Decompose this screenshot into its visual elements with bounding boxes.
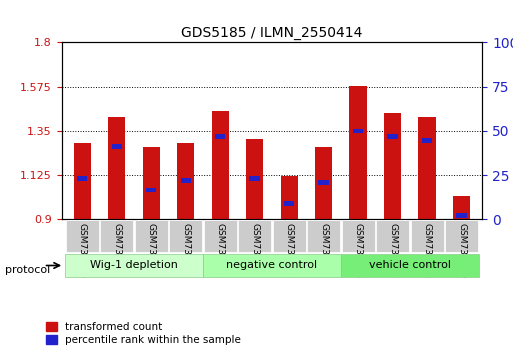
Bar <box>315 147 332 219</box>
FancyBboxPatch shape <box>203 254 341 277</box>
Bar <box>387 135 398 139</box>
FancyBboxPatch shape <box>341 254 479 277</box>
Text: GSM737539: GSM737539 <box>457 223 466 278</box>
Text: vehicle control: vehicle control <box>369 261 451 270</box>
Text: GSM737540: GSM737540 <box>78 223 87 278</box>
FancyBboxPatch shape <box>445 220 478 252</box>
Bar <box>215 135 225 139</box>
Bar <box>111 144 122 149</box>
FancyBboxPatch shape <box>307 220 340 252</box>
FancyBboxPatch shape <box>238 220 271 252</box>
Bar <box>384 113 401 219</box>
Text: Wig-1 depletion: Wig-1 depletion <box>90 261 178 270</box>
Bar <box>419 117 436 219</box>
Text: GSM737542: GSM737542 <box>147 223 156 278</box>
Bar <box>281 176 298 219</box>
FancyBboxPatch shape <box>376 220 409 252</box>
Bar <box>181 178 191 183</box>
Bar <box>211 111 229 219</box>
Text: GSM737546: GSM737546 <box>285 223 293 278</box>
Bar <box>74 143 91 219</box>
Text: GSM737538: GSM737538 <box>423 223 431 278</box>
Text: GSM737541: GSM737541 <box>112 223 121 278</box>
Bar <box>246 139 263 219</box>
Title: GDS5185 / ILMN_2550414: GDS5185 / ILMN_2550414 <box>181 26 363 40</box>
Text: GSM737543: GSM737543 <box>181 223 190 278</box>
Text: GSM737545: GSM737545 <box>250 223 259 278</box>
FancyBboxPatch shape <box>134 220 168 252</box>
Bar <box>353 129 363 133</box>
FancyBboxPatch shape <box>204 220 236 252</box>
Bar <box>457 213 467 218</box>
Bar <box>453 196 470 219</box>
FancyBboxPatch shape <box>65 254 203 277</box>
Bar <box>249 176 260 181</box>
Legend: transformed count, percentile rank within the sample: transformed count, percentile rank withi… <box>46 322 241 345</box>
Bar <box>77 176 87 181</box>
FancyBboxPatch shape <box>272 220 306 252</box>
Bar <box>349 86 367 219</box>
Text: GSM737547: GSM737547 <box>319 223 328 278</box>
Bar <box>319 179 329 184</box>
Bar <box>284 201 294 206</box>
Text: protocol: protocol <box>5 265 50 275</box>
Text: GSM737537: GSM737537 <box>388 223 397 278</box>
Bar <box>108 117 125 219</box>
Bar <box>146 188 156 193</box>
FancyBboxPatch shape <box>342 220 374 252</box>
Bar <box>143 147 160 219</box>
Text: GSM737544: GSM737544 <box>215 223 225 278</box>
FancyBboxPatch shape <box>410 220 444 252</box>
FancyBboxPatch shape <box>169 220 202 252</box>
Text: negative control: negative control <box>226 261 318 270</box>
FancyBboxPatch shape <box>66 220 99 252</box>
FancyBboxPatch shape <box>100 220 133 252</box>
Bar <box>177 143 194 219</box>
Text: GSM737536: GSM737536 <box>353 223 363 278</box>
Bar <box>422 138 432 143</box>
